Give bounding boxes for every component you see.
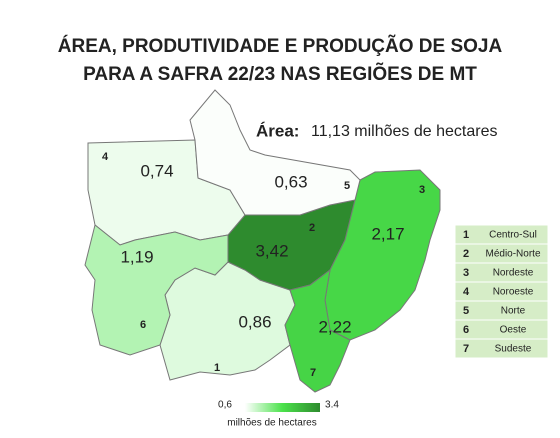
region	[284, 268, 351, 393]
legend-name: Médio-Norte	[485, 249, 540, 260]
legend-number: 6	[463, 324, 469, 336]
legend-name: Centro-Sul	[489, 230, 537, 241]
area-text: 11,13 milhões de hectares	[311, 123, 497, 140]
scale-title: milhões de hectares	[227, 418, 317, 429]
area-label: Área:	[256, 121, 299, 140]
legend-number: 3	[463, 267, 469, 279]
region-number: 7	[310, 367, 316, 379]
region-value: 2,17	[371, 224, 404, 243]
legend-name: Noroeste	[493, 287, 534, 298]
title-line: ÁREA, PRODUTIVIDADE E PRODUÇÃO DE SOJA	[58, 35, 503, 57]
legend-name: Norte	[501, 306, 526, 317]
color-bar	[245, 403, 320, 412]
legend-name: Sudeste	[495, 344, 532, 355]
legend-number: 2	[463, 248, 469, 260]
region-value: 0,74	[140, 161, 173, 180]
legend-number: 4	[463, 286, 470, 298]
region-value: 3,42	[255, 241, 288, 260]
region-number: 2	[309, 222, 315, 234]
region-number: 5	[344, 180, 350, 192]
region-value: 2,22	[318, 317, 351, 336]
scale-min: 0,6	[218, 400, 232, 411]
legend-row	[454, 338, 549, 359]
legend-number: 1	[463, 229, 469, 241]
region	[189, 89, 361, 216]
title-line: PARA A SAFRA 22/23 NAS REGIÕES DE MT	[83, 63, 477, 85]
region-value: 0,63	[274, 172, 307, 191]
legend-number: 5	[463, 305, 469, 317]
legend-name: Oeste	[500, 325, 527, 336]
region-number: 1	[214, 362, 220, 374]
scale-max: 3.4	[325, 400, 339, 411]
legend-name: Nordeste	[493, 268, 534, 279]
region-value: 1,19	[120, 247, 153, 266]
legend-number: 7	[463, 343, 469, 355]
region	[84, 224, 229, 356]
region-value: 0,86	[238, 312, 271, 331]
region-number: 3	[419, 184, 425, 196]
region-number: 4	[102, 151, 109, 163]
region-number: 6	[140, 319, 146, 331]
